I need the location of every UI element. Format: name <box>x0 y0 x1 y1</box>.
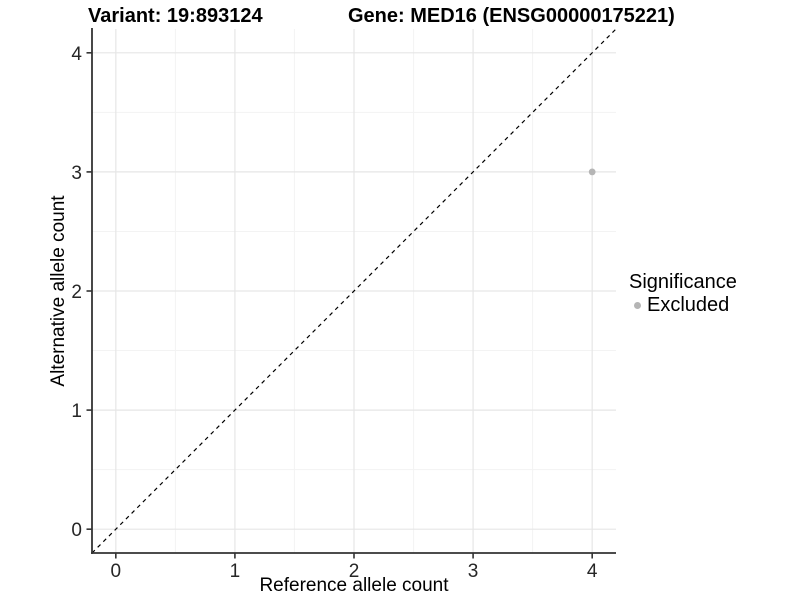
y-tick-label: 0 <box>71 520 82 541</box>
excluded-point-swatch <box>634 302 641 309</box>
x-tick-label: 1 <box>230 561 241 582</box>
legend-item-excluded: Excluded <box>629 294 737 317</box>
x-tick-label: 0 <box>111 561 122 582</box>
y-tick-label: 4 <box>71 44 82 65</box>
x-tick-label: 2 <box>349 561 360 582</box>
variant-title: Variant: 19:893124 <box>88 5 263 27</box>
x-axis-title: Reference allele count <box>259 575 449 596</box>
data-point <box>588 168 596 176</box>
legend-title: Significance <box>629 271 737 293</box>
legend: Significance Excluded <box>629 271 737 317</box>
y-axis-title: Alternative allele count <box>48 195 69 387</box>
x-tick-label: 4 <box>587 561 598 582</box>
x-tick-label: 3 <box>468 561 479 582</box>
y-tick-label: 3 <box>71 163 82 184</box>
legend-item-label: Excluded <box>647 294 730 316</box>
y-tick-label: 1 <box>71 401 82 422</box>
identity-dashed-line <box>91 28 617 554</box>
y-tick-label: 2 <box>71 282 82 303</box>
gene-title: Gene: MED16 (ENSG00000175221) <box>348 5 675 27</box>
